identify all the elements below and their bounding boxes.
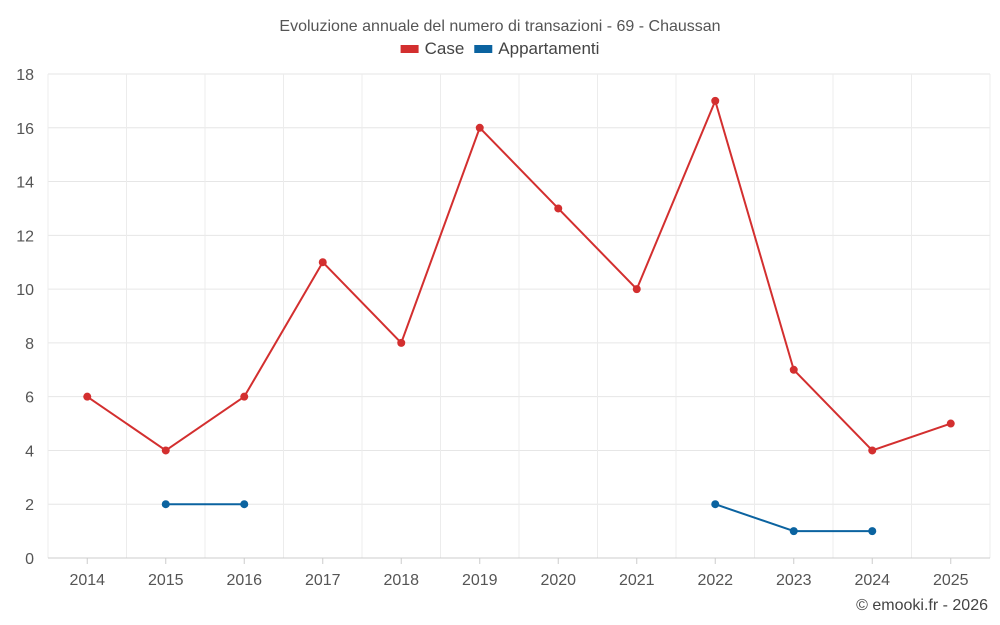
data-point[interactable] xyxy=(240,500,249,509)
legend-label: Case xyxy=(425,39,465,58)
data-point[interactable] xyxy=(946,419,955,428)
x-tick-label: 2019 xyxy=(462,572,498,589)
credit-text: © emooki.fr - 2026 xyxy=(856,597,988,614)
y-tick-label: 14 xyxy=(16,175,34,192)
x-tick-label: 2016 xyxy=(226,572,262,589)
y-tick-label: 12 xyxy=(16,228,34,245)
data-point[interactable] xyxy=(161,500,170,509)
axis-layer: 0 2 4 6 8 10 12 14 16 18 2014 2015 2016 2017 2018 2019 2… xyxy=(16,67,990,589)
x-tick-label: 2025 xyxy=(933,572,969,589)
series-layer xyxy=(83,96,955,536)
legend: Case Appartamenti xyxy=(400,39,599,58)
x-tick-label: 2015 xyxy=(148,572,184,589)
x-tick-label: 2014 xyxy=(69,572,105,589)
data-point[interactable] xyxy=(475,123,484,132)
x-tick-label: 2022 xyxy=(697,572,733,589)
data-point[interactable] xyxy=(554,204,563,213)
data-point[interactable] xyxy=(789,365,798,374)
x-tick-label: 2021 xyxy=(619,572,655,589)
series-line xyxy=(86,99,952,452)
y-tick-label: 16 xyxy=(16,121,34,138)
x-tick-label: 2018 xyxy=(383,572,419,589)
y-tick-label: 2 xyxy=(25,497,34,514)
legend-swatch xyxy=(474,45,493,53)
data-point[interactable] xyxy=(318,258,327,267)
y-tick-label: 18 xyxy=(16,67,34,84)
y-tick-label: 0 xyxy=(25,551,34,568)
data-point[interactable] xyxy=(711,96,720,105)
x-tick-label: 2023 xyxy=(776,572,812,589)
series-line xyxy=(714,503,873,533)
x-tick-label: 2024 xyxy=(854,572,890,589)
legend-label: Appartamenti xyxy=(498,39,599,58)
data-point[interactable] xyxy=(789,527,798,536)
y-tick-label: 4 xyxy=(25,443,34,460)
y-tick-label: 8 xyxy=(25,336,34,353)
data-point[interactable] xyxy=(868,527,877,536)
grid-layer xyxy=(47,73,991,558)
series-case xyxy=(83,96,955,455)
x-tick-label: 2020 xyxy=(540,572,576,589)
x-tick-label: 2017 xyxy=(305,572,341,589)
data-point[interactable] xyxy=(711,500,720,509)
y-tick-label: 10 xyxy=(16,282,34,299)
legend-swatch xyxy=(400,45,419,53)
chart-title: Evoluzione annuale del numero di transaz… xyxy=(279,18,720,35)
data-point[interactable] xyxy=(632,285,641,294)
data-point[interactable] xyxy=(868,446,877,455)
data-point[interactable] xyxy=(161,446,170,455)
data-point[interactable] xyxy=(397,338,406,347)
legend-item-appartamenti[interactable]: Appartamenti xyxy=(474,39,599,58)
data-point[interactable] xyxy=(240,392,249,401)
legend-item-case[interactable]: Case xyxy=(400,39,465,58)
y-tick-label: 6 xyxy=(25,390,34,407)
data-point[interactable] xyxy=(83,392,92,401)
series-appartamenti xyxy=(161,500,877,536)
